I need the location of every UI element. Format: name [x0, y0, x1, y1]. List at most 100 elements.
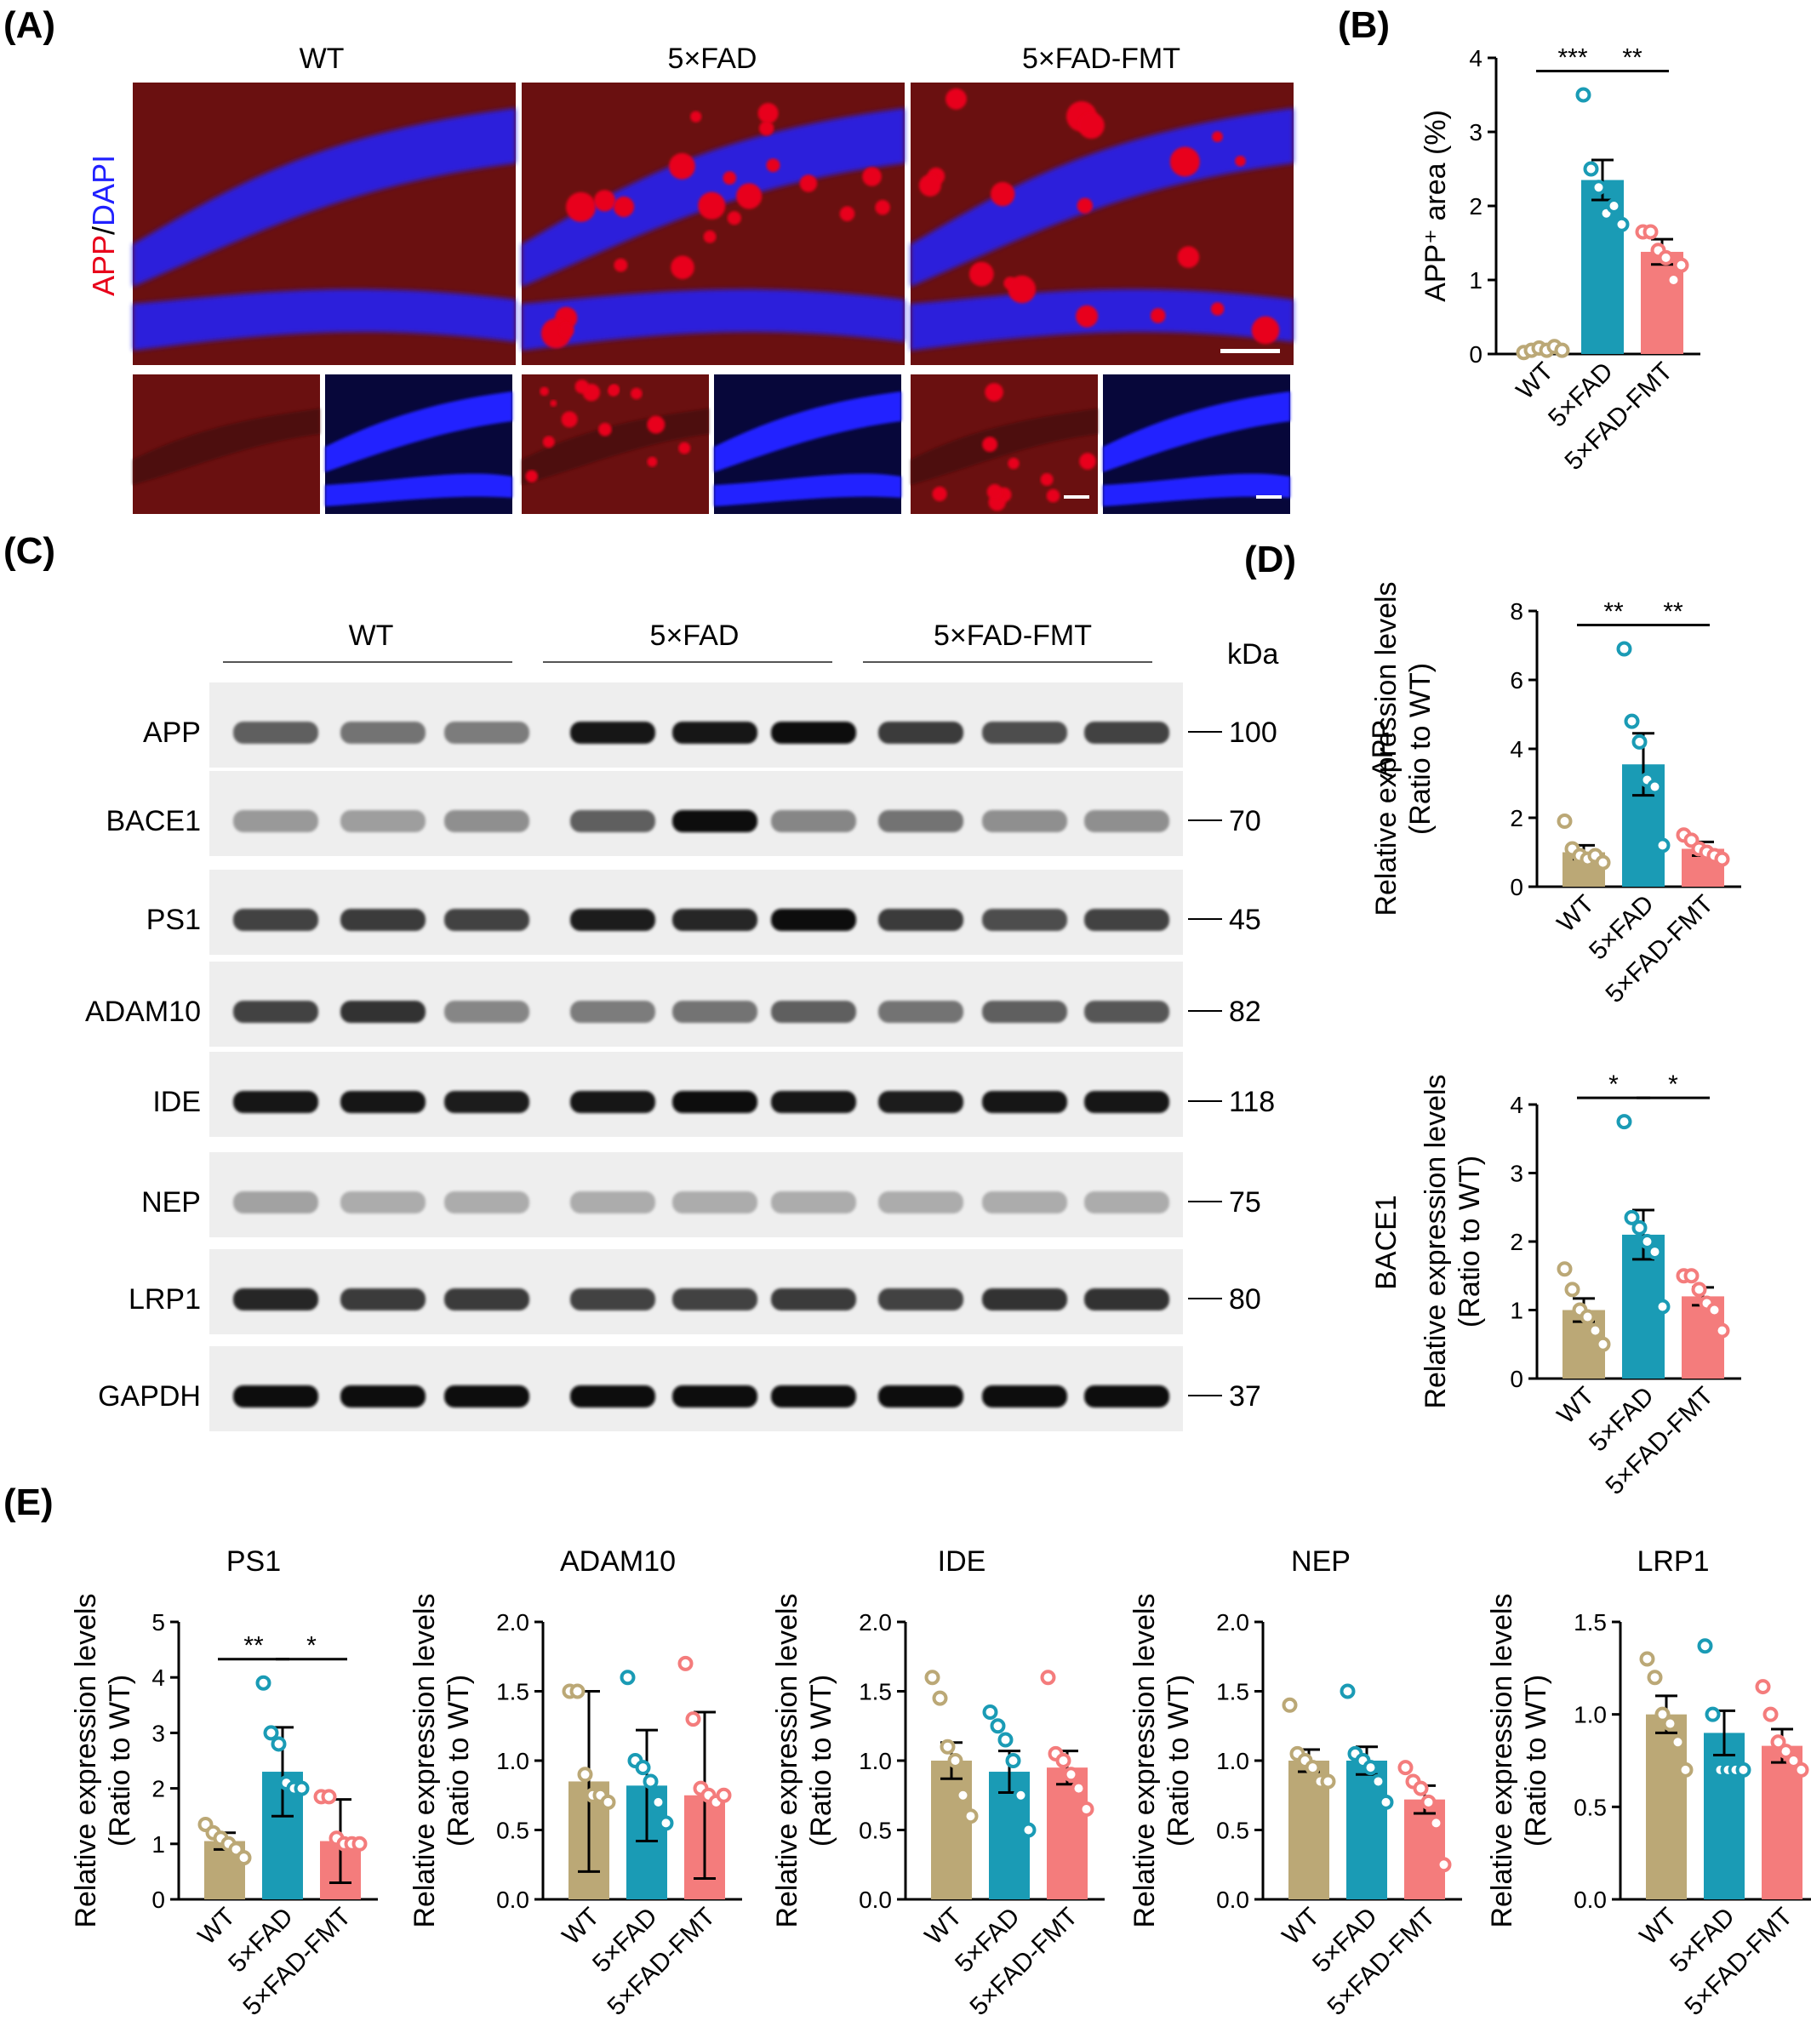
data-point	[1683, 1268, 1700, 1284]
y-axis-label: Relative expression levels	[771, 1593, 803, 1927]
blot-band	[771, 722, 856, 744]
blot-band	[340, 1091, 426, 1113]
blot-row-ide: IDE 118	[152, 1052, 1275, 1137]
y-tick-label: 1.0	[859, 1748, 892, 1774]
chart-title: LRP1	[1637, 1545, 1709, 1578]
blot-name: IDE	[152, 1086, 201, 1118]
blot-band	[771, 1091, 856, 1113]
chart-d-app: 0 2 4 6 8 Relative expression levels (Ratio to…	[1367, 581, 1741, 1008]
data-point	[1624, 1209, 1640, 1225]
y-tick-label: 1.5	[496, 1679, 529, 1705]
data-point	[1778, 1744, 1794, 1760]
blot-group-5xfad: 5×FAD	[650, 619, 740, 652]
y-axis-label-2: (Ratio to WT)	[805, 1675, 837, 1847]
blot-band	[570, 1191, 655, 1213]
blot-kda: 37	[1229, 1380, 1261, 1413]
y-tick-label: 1.5	[1216, 1679, 1249, 1705]
panel-label-e: (E)	[3, 1482, 54, 1523]
blot-band	[1084, 1288, 1169, 1310]
significance-mark: *	[306, 1632, 317, 1660]
blot-band	[1084, 810, 1169, 832]
micrograph-channel-0	[133, 374, 320, 514]
data-point	[997, 1732, 1014, 1748]
blot-band	[1084, 1385, 1169, 1407]
y-axis-label-2: (Ratio to WT)	[104, 1675, 136, 1847]
y-tick-label: 2	[1510, 1229, 1523, 1255]
group-label-5xfad: 5×FAD	[668, 43, 757, 75]
blot-kda: 82	[1229, 996, 1261, 1028]
blot-band	[570, 810, 655, 832]
data-point	[1647, 779, 1663, 795]
blot-band	[444, 1191, 529, 1213]
data-point	[1639, 1651, 1655, 1667]
bar	[931, 1761, 972, 1899]
y-axis-label-2: (Ratio to WT)	[1520, 1675, 1552, 1847]
data-point	[1616, 641, 1632, 657]
blot-band	[340, 1001, 426, 1023]
chart-title: PS1	[226, 1545, 281, 1578]
y-tick-label: 0	[1510, 874, 1523, 900]
y-tick-label: 0	[151, 1887, 165, 1913]
data-point	[1762, 1706, 1779, 1722]
blot-band	[771, 1191, 856, 1213]
data-point	[1673, 257, 1689, 273]
data-point	[1616, 1114, 1632, 1130]
data-point	[1647, 1244, 1663, 1260]
y-tick-label: 3	[1510, 1161, 1523, 1187]
y-tick-label: 1	[1510, 1298, 1523, 1324]
x-tick-label: WT	[1552, 890, 1600, 938]
blot-band	[878, 1001, 963, 1023]
data-point	[1662, 1716, 1678, 1732]
y-tick-label: 2.0	[859, 1609, 892, 1636]
y-tick-label: 0.5	[496, 1818, 529, 1844]
data-point	[1320, 1773, 1336, 1790]
blot-band	[672, 1001, 757, 1023]
blot-band	[982, 1191, 1067, 1213]
significance-mark: ***	[1557, 44, 1587, 72]
data-point	[1624, 713, 1640, 729]
blot-band	[340, 1191, 426, 1213]
y-tick-label: 0.5	[859, 1818, 892, 1844]
blot-band	[672, 909, 757, 931]
data-point	[1677, 1761, 1694, 1778]
data-point	[1705, 1706, 1721, 1722]
y-axis-label-2: (Ratio to WT)	[1163, 1675, 1195, 1847]
data-point	[1340, 1683, 1356, 1699]
blot-band	[233, 909, 318, 931]
data-point	[1642, 224, 1659, 240]
y-tick-label: 0	[1510, 1366, 1523, 1392]
data-point	[963, 1808, 979, 1824]
data-point	[982, 1704, 998, 1720]
data-point	[1691, 1282, 1707, 1298]
blot-band	[878, 909, 963, 931]
blot-band	[982, 722, 1067, 744]
micrograph-channel-4	[911, 374, 1098, 514]
blot-row-app: APP 100	[143, 682, 1277, 768]
micrograph-channel-5	[1103, 374, 1290, 514]
data-point	[1436, 1857, 1452, 1873]
data-point	[932, 1690, 948, 1706]
blot-band	[672, 1288, 757, 1310]
blot-band	[672, 1385, 757, 1407]
chart-e-ide: 0.0 0.5 1.0 1.5 2.0 Relative expression level…	[771, 1545, 1105, 2021]
blot-band	[878, 1385, 963, 1407]
data-point	[1564, 1282, 1580, 1298]
blot-band	[672, 810, 757, 832]
y-tick-label: 2	[1469, 193, 1483, 220]
x-tick-label: WT	[920, 1903, 968, 1950]
x-tick-label: WT	[1552, 1382, 1600, 1430]
data-point	[685, 1711, 701, 1727]
blot-row-ps1: PS1 45	[146, 870, 1261, 955]
chart-d-bace1: 0 1 2 3 4 Relative expression levels (Ratio to…	[1370, 1071, 1741, 1500]
data-point	[1614, 216, 1630, 232]
blot-name: ADAM10	[85, 996, 201, 1028]
blot-band	[672, 1191, 757, 1213]
blot-name: GAPDH	[98, 1380, 201, 1413]
panel-label-b: (B)	[1338, 4, 1390, 46]
chart-title: NEP	[1291, 1545, 1351, 1578]
blot-band	[672, 1091, 757, 1113]
blot-band	[878, 722, 963, 744]
y-tick-label: 1.5	[859, 1679, 892, 1705]
blot-band	[570, 1091, 655, 1113]
